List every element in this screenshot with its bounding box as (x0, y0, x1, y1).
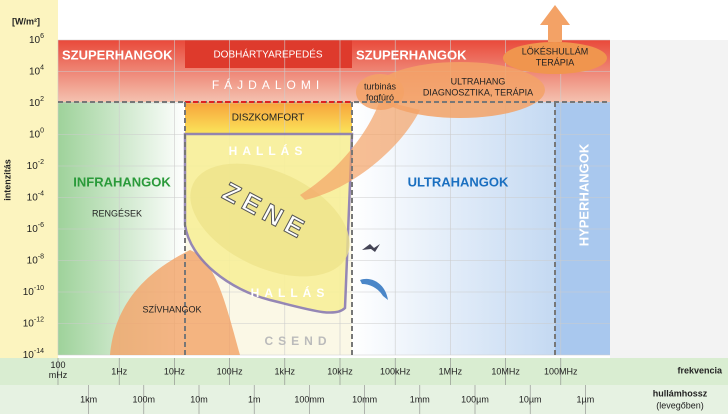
x-tick-label: 10MHz (491, 366, 520, 376)
x-tick-label: 1MHz (439, 366, 463, 376)
x-title: frekvencia (677, 365, 723, 375)
region-label: SZUPERHANGOK (62, 47, 173, 62)
region-label: ULTRAHANG (451, 76, 506, 86)
wavelength-label: 1m (248, 394, 261, 404)
tick-base: 10 (23, 318, 35, 329)
region-label: TERÁPIA (536, 57, 575, 67)
wavelength-label: 100mm (294, 394, 324, 404)
region-label: DISZKOMFORT (232, 113, 305, 124)
y-unit: [W/m²] (12, 16, 40, 26)
tick-base: 10 (23, 350, 35, 361)
y-tick-label: 104 (29, 64, 44, 77)
x-tick-label: 10kHz (327, 366, 353, 376)
x-tick-label: 100Hz (217, 366, 244, 376)
wavelength-subtitle: (levegőben) (656, 400, 704, 410)
tick-base: 10 (29, 129, 41, 140)
tick-exponent: -10 (34, 285, 44, 292)
y-tick-label: 10-10 (23, 285, 44, 298)
region-label: RENGÉSEK (92, 208, 142, 218)
region-label: LÖKÉSHULLÁM (522, 46, 589, 56)
wavelength-label: 100µm (461, 394, 489, 404)
y-tick-label: 10-4 (27, 190, 44, 203)
tick-base: 10 (27, 255, 39, 266)
y-title: intenzitás (2, 159, 12, 201)
tick-exponent: 2 (40, 96, 44, 103)
tick-base: 10 (29, 35, 41, 46)
region-label: HALLÁS (229, 143, 308, 158)
region-label: FÁJDALOMI (212, 77, 324, 92)
wavelength-label: 10m (190, 394, 208, 404)
tick-base: 10 (27, 192, 39, 203)
tick-exponent: -14 (34, 348, 44, 355)
x-tick-label: 100kHz (380, 366, 411, 376)
wavelength-label: 10µm (519, 394, 542, 404)
tick-base: 10 (29, 98, 41, 109)
wavelength-label: 1km (80, 394, 97, 404)
tick-exponent: -12 (34, 316, 44, 323)
tick-exponent: -6 (38, 222, 44, 229)
wavelength-label: 100m (133, 394, 156, 404)
y-tick-label: 106 (29, 33, 44, 46)
x-tick-label: 100MHz (544, 366, 578, 376)
tick-base: 10 (29, 66, 41, 77)
shapes (58, 5, 610, 358)
tick-base: 10 (23, 287, 35, 298)
tick-exponent: -2 (38, 159, 44, 166)
label-line: mHz (49, 370, 68, 380)
wavelength-label: 1µm (577, 394, 595, 404)
tick-exponent: 0 (40, 127, 44, 134)
region-label: DOBHÁRTYAREPEDÉS (213, 48, 322, 61)
y-tick-label: 10-8 (27, 253, 44, 266)
region-label: turbinás (364, 81, 397, 91)
region-label: fogfúró (366, 92, 394, 102)
wavelength-title: hullámhossz (653, 388, 708, 398)
x-tick-label: 1kHz (275, 366, 296, 376)
tick-exponent: -4 (38, 190, 44, 197)
y-tick-label: 10-2 (27, 159, 44, 172)
x-tick-label: 1Hz (111, 366, 128, 376)
tick-exponent: 6 (40, 33, 44, 40)
region-label: SZUPERHANGOK (356, 47, 467, 62)
x-tick-label: 100 mHz (49, 360, 68, 380)
region-label: HYPERHANGOK (576, 143, 591, 246)
y-tick-label: 10-6 (27, 222, 44, 235)
y-tick-label: 102 (29, 96, 44, 109)
region-label: HALLÁS (251, 285, 330, 300)
region-label: DIAGNOSZTIKA, TERÁPIA (423, 87, 533, 97)
tick-exponent: -8 (38, 253, 44, 260)
region-label: ULTRAHANGOK (408, 174, 509, 189)
region-label: INFRAHANGOK (73, 174, 171, 189)
y-tick-label: 10-14 (23, 348, 44, 361)
region-label: SZÍVHANGOK (142, 304, 201, 314)
tick-base: 10 (27, 161, 39, 172)
x-tick-label: 10Hz (164, 366, 186, 376)
tick-base: 10 (27, 224, 39, 235)
y-tick-label: 10-12 (23, 316, 44, 329)
region-label: CSEND (264, 334, 331, 348)
y-tick-label: 100 (29, 127, 44, 140)
wavelength-label: 10mm (352, 394, 377, 404)
label-line: 100 (50, 360, 65, 370)
tick-exponent: 4 (40, 64, 44, 71)
wavelength-label: 1mm (410, 394, 430, 404)
